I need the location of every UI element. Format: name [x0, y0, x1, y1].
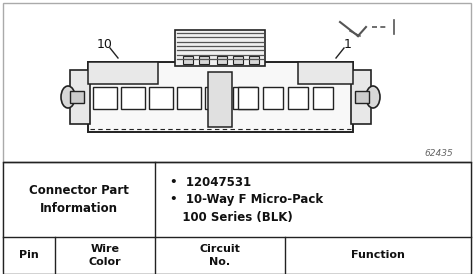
Bar — [263, 87, 283, 109]
Bar — [199, 56, 209, 64]
Bar — [88, 62, 353, 132]
Text: Connector Part
Information: Connector Part Information — [29, 184, 129, 215]
Text: Pin: Pin — [19, 250, 39, 261]
Text: 62435: 62435 — [424, 149, 453, 158]
Text: Circuit
No.: Circuit No. — [200, 244, 240, 267]
Bar — [205, 87, 229, 109]
Bar — [233, 56, 243, 64]
Ellipse shape — [366, 86, 380, 108]
Bar — [249, 56, 259, 64]
Bar — [183, 56, 193, 64]
Text: Function: Function — [351, 250, 405, 261]
Text: Wire
Color: Wire Color — [89, 244, 121, 267]
Bar — [175, 30, 265, 66]
Bar — [217, 56, 227, 64]
Ellipse shape — [61, 86, 75, 108]
Bar — [233, 87, 257, 109]
Bar — [3, 162, 471, 274]
Bar — [121, 87, 145, 109]
Bar — [70, 91, 84, 103]
Bar — [208, 72, 232, 127]
Bar — [88, 62, 158, 84]
Bar — [355, 91, 369, 103]
Bar — [70, 70, 90, 124]
Bar — [351, 70, 371, 124]
Bar — [298, 62, 353, 84]
Bar — [238, 87, 258, 109]
Text: 10: 10 — [97, 38, 113, 50]
Bar — [313, 87, 333, 109]
Bar — [93, 87, 117, 109]
Text: 1: 1 — [344, 38, 352, 50]
Text: •  12047531: • 12047531 — [170, 176, 251, 189]
Bar — [149, 87, 173, 109]
Text: •  10-Way F Micro-Pack
   100 Series (BLK): • 10-Way F Micro-Pack 100 Series (BLK) — [170, 193, 323, 224]
Bar — [177, 87, 201, 109]
Bar — [288, 87, 308, 109]
